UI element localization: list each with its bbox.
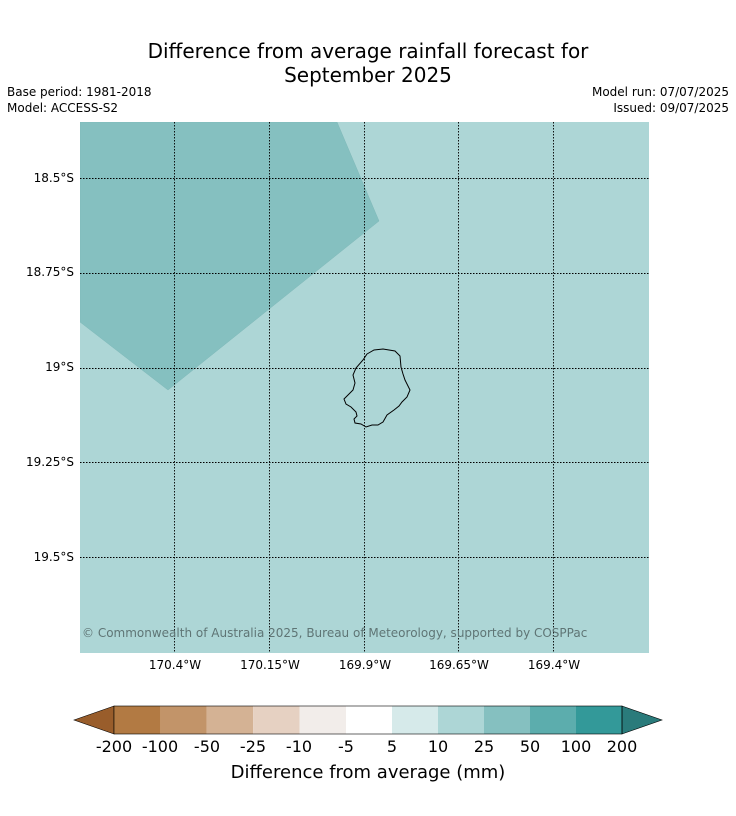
lon-label-169-4: 169.4°W [527,658,581,672]
lon-label-169-9: 169.9°W [338,658,392,672]
colorbar-swatch [346,706,392,734]
colorbar-swatch [576,706,622,734]
title-line-1: Difference from average rainfall forecas… [147,39,589,63]
colorbar-tick: 25 [473,737,495,756]
colorbar-tick: -200 [95,737,133,756]
colorbar-tick: 200 [606,737,638,756]
lon-label-169-65: 169.65°W [429,658,489,672]
colorbar-tick: 5 [386,737,398,756]
colorbar-high-extension [621,705,663,735]
lat-label-18-75: 18.75°S [26,265,74,279]
colorbar-tick: -10 [285,737,313,756]
colorbar-tick: -25 [239,737,267,756]
lon-label-170-4: 170.4°W [148,658,202,672]
lon-label-170-15: 170.15°W [240,658,300,672]
colorbar-swatch [299,706,346,734]
colorbar-swatch [114,706,161,734]
issued-date: Issued: 09/07/2025 [613,101,729,115]
base-period: Base period: 1981-2018 [7,85,152,99]
colorbar-low-extension [73,705,115,735]
model-name: Model: ACCESS-S2 [7,101,119,115]
meta-right: Model run: 07/07/2025 Issued: 09/07/2025 [592,84,729,116]
map-panel: © Commonwealth of Australia 2025, Bureau… [80,122,649,653]
colorbar-swatch [484,706,530,734]
forecast-region-25-50 [80,122,380,391]
colorbar-tick: 10 [427,737,449,756]
colorbar-tick: -5 [338,737,354,756]
graticule [80,122,649,653]
copyright-notice: © Commonwealth of Australia 2025, Bureau… [82,626,587,640]
model-run: Model run: 07/07/2025 [591,85,729,99]
lat-label-18-5: 18.5°S [33,171,74,185]
colorbar-swatch [392,706,438,734]
colorbar-swatch [160,706,207,734]
title-line-2: September 2025 [284,63,452,87]
colorbar [73,705,663,735]
colorbar-tick: 100 [560,737,592,756]
colorbar-swatch [438,706,484,734]
colorbar-swatch [530,706,576,734]
colorbar-title: Difference from average (mm) [230,762,506,783]
colorbar-tick: -50 [193,737,221,756]
niue-coastline [343,348,411,428]
lat-label-19-25: 19.25°S [26,455,74,469]
colorbar-tick: -100 [141,737,179,756]
colorbar-swatch [253,706,300,734]
meta-left: Base period: 1981-2018 Model: ACCESS-S2 [7,84,152,116]
colorbar-swatch [206,706,254,734]
lat-label-19-5: 19.5°S [33,550,74,564]
colorbar-tick: 50 [519,737,541,756]
colorbar-outline [113,705,623,735]
lat-label-19: 19°S [45,360,74,374]
